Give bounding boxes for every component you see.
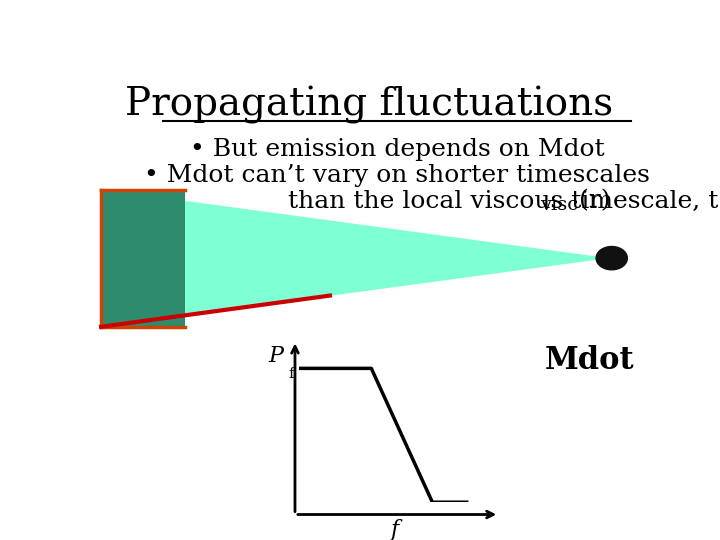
Text: f: f	[288, 367, 294, 381]
Text: P: P	[269, 345, 283, 367]
Text: (r): (r)	[580, 190, 611, 213]
Circle shape	[596, 246, 627, 270]
Polygon shape	[101, 190, 185, 327]
Text: than the local viscous timescale, t: than the local viscous timescale, t	[288, 190, 719, 213]
Polygon shape	[101, 190, 609, 327]
Text: f: f	[390, 519, 398, 540]
Text: visc: visc	[540, 196, 579, 214]
Text: Mdot: Mdot	[545, 346, 634, 376]
Text: • But emission depends on Mdot: • But emission depends on Mdot	[189, 138, 604, 160]
Text: • Mdot can’t vary on shorter timescales: • Mdot can’t vary on shorter timescales	[144, 164, 650, 187]
Text: Propagating fluctuations: Propagating fluctuations	[125, 85, 613, 124]
